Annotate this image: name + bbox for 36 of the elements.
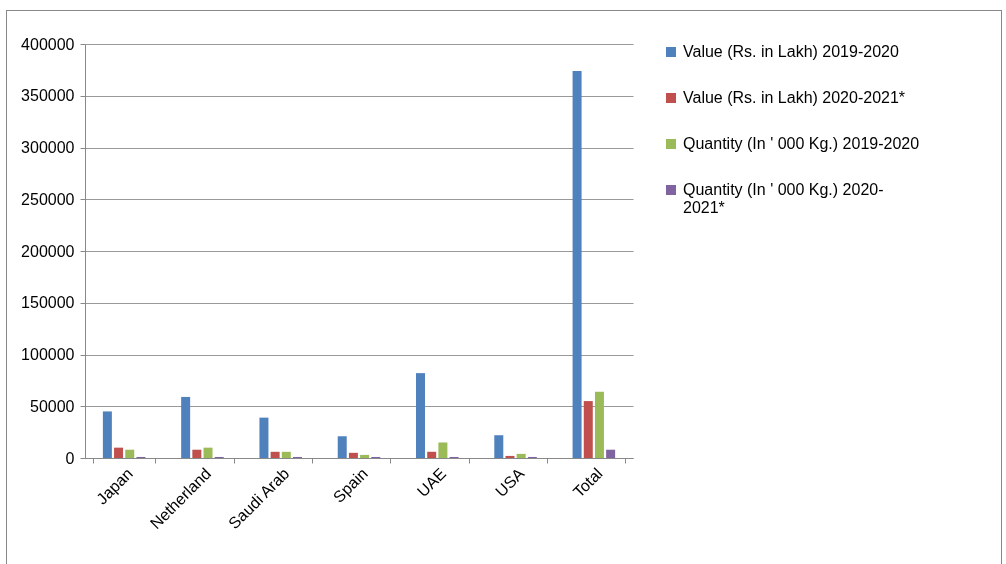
bar: [337, 436, 347, 458]
bar: [606, 449, 616, 458]
y-tick-label: 0: [65, 449, 75, 467]
bar: [192, 449, 202, 458]
bar: [270, 451, 280, 458]
x-tick-label: USA: [492, 464, 528, 501]
y-tick-label: 350000: [21, 87, 75, 105]
legend-label: Value (Rs. in Lakh) 2019-2020: [683, 43, 899, 60]
bar: [516, 453, 526, 458]
bar: [181, 396, 191, 458]
bar: [494, 435, 504, 458]
y-tick-label: 400000: [21, 35, 75, 53]
y-tick-label: 100000: [21, 346, 75, 363]
bar: [203, 447, 213, 458]
bar: [348, 452, 358, 458]
bar: [125, 449, 135, 458]
y-tick-label: 250000: [21, 190, 75, 208]
y-tick-label: 150000: [21, 294, 75, 312]
bar: [416, 373, 426, 458]
bar: [259, 417, 269, 458]
bar: [438, 442, 448, 458]
bar: [102, 411, 112, 458]
bar: [281, 451, 291, 458]
legend-label: Quantity (In ' 000 Kg.) 2020-2021*: [683, 181, 884, 216]
bar: [505, 455, 515, 458]
y-tick-label: 50000: [30, 397, 75, 415]
legend-label: Value (Rs. in Lakh) 2020-2021*: [683, 89, 906, 106]
bar: [360, 454, 370, 458]
y-tick-label: 200000: [21, 242, 75, 260]
bar: [583, 401, 593, 458]
y-tick-label: 300000: [21, 139, 75, 156]
bar: [427, 451, 437, 458]
legend-label: Quantity (In ' 000 Kg.) 2019-2020: [683, 135, 920, 152]
bar: [114, 447, 124, 458]
bar: [594, 391, 604, 458]
bar: [572, 70, 582, 458]
